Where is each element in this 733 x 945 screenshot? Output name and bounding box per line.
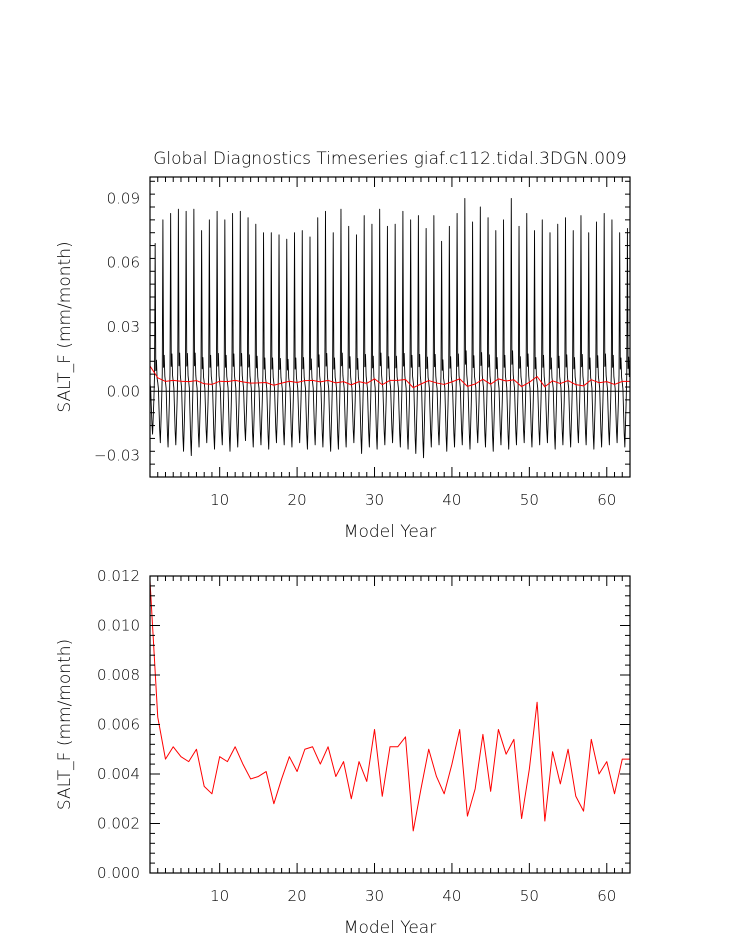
plot-frame: [149, 575, 631, 874]
x-tick-label: 40: [442, 887, 461, 905]
y-tick-label: 0.03: [107, 318, 140, 336]
y-tick-label: 0.012: [97, 567, 140, 585]
y-axis-label: SALT_F (mm/month): [55, 639, 75, 810]
y-tick-label: 0.006: [97, 716, 140, 734]
y-tick-label: 0.002: [97, 815, 140, 833]
series-monthly-line: [149, 197, 630, 459]
x-tick-label: 10: [210, 491, 229, 509]
x-tick-label: 10: [210, 887, 229, 905]
chart-panel-2: 10 20 30 40 50 60 0.000 0.002 0.004 0.006 0.008 0.0…: [55, 567, 631, 938]
y-tick-label: 0.008: [97, 666, 140, 684]
x-tick-label: 50: [520, 887, 539, 905]
y-tick-label: 0.010: [97, 617, 140, 635]
series-annual-line: [149, 580, 630, 832]
x-axis-label: Model Year: [344, 918, 436, 938]
series-annual-line: [149, 365, 630, 389]
y-tick-label: −0.03: [94, 447, 140, 465]
x-tick-label: 60: [597, 491, 616, 509]
x-tick-label: 20: [288, 887, 307, 905]
x-tick-label: 30: [365, 887, 384, 905]
x-tick-label: 30: [365, 491, 384, 509]
x-tick-label: 60: [597, 887, 616, 905]
y-axis-label: SALT_F (mm/month): [55, 241, 75, 412]
y-tick-label: 0.004: [97, 765, 140, 783]
y-tick-label: 0.000: [97, 864, 140, 882]
x-tick-label: 20: [288, 491, 307, 509]
y-tick-label: 0.00: [107, 382, 140, 400]
chart-panel-1: Global Diagnostics Timeseries giaf.c112.…: [55, 149, 631, 542]
x-axis-label: Model Year: [344, 522, 436, 542]
chart-title: Global Diagnostics Timeseries giaf.c112.…: [153, 149, 627, 169]
x-tick-label: 50: [520, 491, 539, 509]
x-tick-label: 40: [442, 491, 461, 509]
y-tick-label: 0.09: [107, 189, 140, 207]
y-tick-label: 0.06: [107, 254, 140, 272]
